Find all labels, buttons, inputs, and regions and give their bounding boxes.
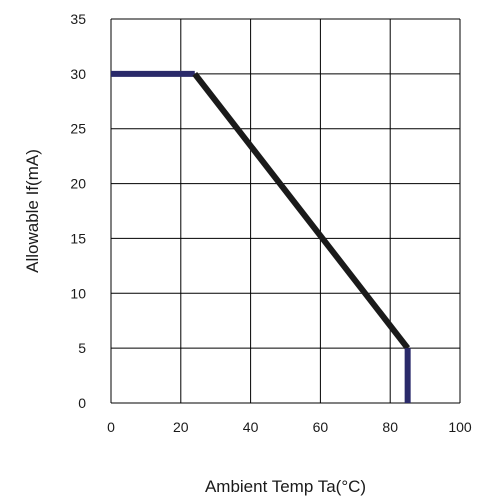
y-tick-label-20: 20 [70,176,86,192]
y-tick-label-35: 35 [70,11,86,27]
y-tick-label-25: 25 [70,121,86,137]
y-tick-label-15: 15 [70,230,86,246]
y-axis-title: Allowable If(mA) [23,149,42,273]
x-tick-label-100: 100 [448,419,472,435]
x-tick-label-40: 40 [243,419,259,435]
series-0-segment-1 [192,72,411,350]
y-tick-label-10: 10 [70,285,86,301]
tick-labels: 0 20 40 60 80 100 0 5 10 15 20 25 30 35 [70,11,471,435]
x-axis-title: Ambient Temp Ta(°C) [205,477,366,496]
x-tick-label-80: 80 [382,419,398,435]
grid [110,18,461,404]
y-tick-label-30: 30 [70,66,86,82]
x-tick-label-20: 20 [173,419,189,435]
y-tick-label-0: 0 [78,395,86,411]
x-tick-label-60: 60 [313,419,329,435]
series-layer [111,70,411,403]
x-tick-label-0: 0 [107,419,115,435]
y-tick-label-5: 5 [78,340,86,356]
